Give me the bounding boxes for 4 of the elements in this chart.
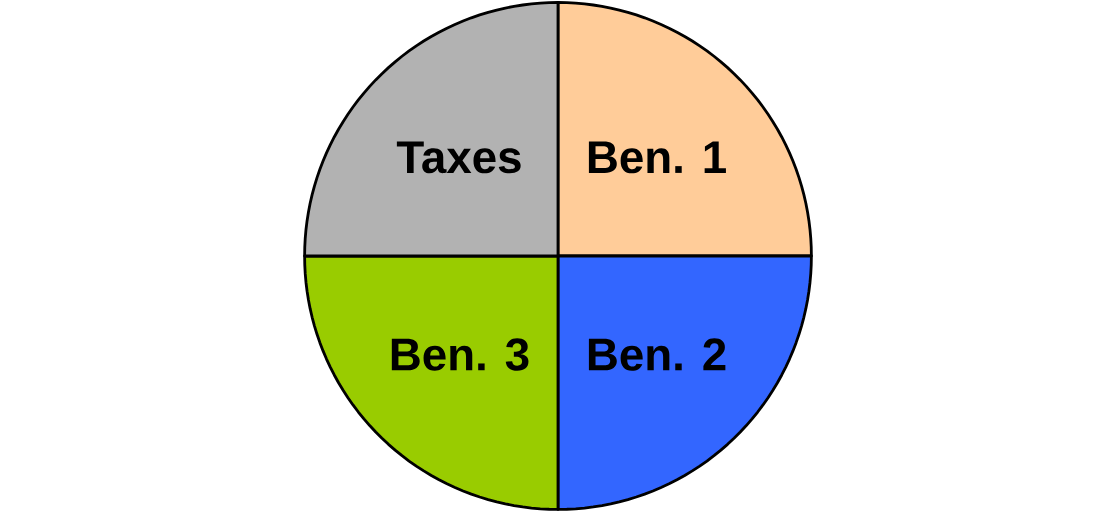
slice-label: Ben. 2 xyxy=(588,338,726,371)
slice-label: Ben. 1 xyxy=(588,141,726,174)
slice-label: Taxes xyxy=(396,141,521,174)
slice-label: Ben. 3 xyxy=(391,338,529,371)
